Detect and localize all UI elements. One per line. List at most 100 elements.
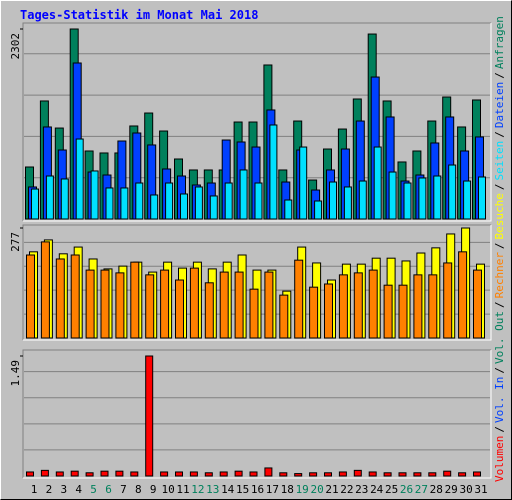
bar xyxy=(403,182,412,220)
bar xyxy=(299,146,308,220)
bar xyxy=(120,187,129,220)
bar xyxy=(458,251,468,339)
bar xyxy=(448,164,457,220)
bar xyxy=(145,274,155,339)
bar xyxy=(224,182,233,220)
bar xyxy=(70,470,79,477)
bar xyxy=(189,471,198,477)
bar xyxy=(388,171,397,220)
bar xyxy=(309,286,319,339)
bar xyxy=(428,472,437,477)
bar xyxy=(145,355,154,477)
bar xyxy=(458,472,467,477)
bar xyxy=(85,472,94,477)
bar xyxy=(100,269,110,339)
bevel xyxy=(22,224,491,340)
bar xyxy=(254,182,263,220)
bar xyxy=(55,258,65,339)
x-tick-label: 6 xyxy=(105,483,112,496)
y-tick-label: 1.49 xyxy=(9,360,22,387)
legend-entry: Volumen xyxy=(493,436,506,482)
side-legend: Volumen / Vol. In / Vol. Out / Rechner / Besuche… xyxy=(493,16,506,482)
bevel xyxy=(22,349,491,478)
legend-separator: / xyxy=(493,72,506,79)
bar xyxy=(338,471,347,477)
bar xyxy=(130,471,139,477)
bar xyxy=(463,180,472,220)
bar xyxy=(309,472,318,477)
bar xyxy=(219,471,228,477)
bar xyxy=(443,470,452,477)
bar xyxy=(175,471,183,477)
bar xyxy=(75,138,84,220)
bevel xyxy=(23,225,492,341)
x-tick-label: 21 xyxy=(325,483,338,496)
bar xyxy=(353,469,362,477)
bar xyxy=(239,169,248,220)
x-tick-label: 11 xyxy=(176,483,189,496)
bar xyxy=(115,470,124,477)
bar xyxy=(234,271,244,339)
x-tick-label: 5 xyxy=(90,483,97,496)
x-tick-label: 7 xyxy=(120,483,127,496)
bar xyxy=(324,472,332,477)
x-tick-label: 18 xyxy=(281,483,294,496)
bar xyxy=(324,283,333,339)
bar xyxy=(269,124,278,220)
bar xyxy=(373,146,382,220)
legend-entry: Rechner xyxy=(493,252,506,299)
legend-entry: Besuche xyxy=(493,193,506,239)
bar xyxy=(314,200,323,220)
bar xyxy=(40,241,50,339)
bar xyxy=(209,195,218,220)
bar xyxy=(353,272,363,339)
bar xyxy=(150,194,159,220)
x-tick-label: 20 xyxy=(310,483,323,496)
x-tick-label: 28 xyxy=(430,483,443,496)
x-tick-label: 3 xyxy=(60,483,67,496)
bar xyxy=(249,471,258,477)
bar xyxy=(85,269,95,339)
bar xyxy=(180,193,188,220)
bar xyxy=(473,471,481,477)
bar xyxy=(26,254,35,339)
bar xyxy=(294,259,304,339)
bar xyxy=(130,261,140,339)
y-tick-label: 277 xyxy=(9,232,22,252)
x-tick-label: 29 xyxy=(445,483,458,496)
bar xyxy=(368,471,377,477)
x-tick-label: 12 xyxy=(191,483,204,496)
x-tick-label: 10 xyxy=(161,483,174,496)
bar xyxy=(418,177,427,220)
legend-entry: Vol. In xyxy=(493,377,506,423)
bar xyxy=(90,170,99,220)
legend-entry: Vol. Out xyxy=(493,311,506,364)
x-tick-label: 24 xyxy=(370,483,384,496)
bevel xyxy=(22,22,491,221)
x-tick-label: 19 xyxy=(296,483,309,496)
legend-separator: / xyxy=(493,426,506,433)
bar xyxy=(368,269,378,339)
x-tick-label: 14 xyxy=(221,483,235,496)
legend-separator: / xyxy=(493,131,506,138)
bar xyxy=(428,274,438,339)
bevel xyxy=(23,350,492,479)
x-tick-label: 4 xyxy=(75,483,82,496)
bar xyxy=(329,181,337,220)
x-tick-label: 1 xyxy=(31,483,38,496)
legend-separator: / xyxy=(493,367,506,374)
bar xyxy=(433,175,442,220)
bar xyxy=(413,274,423,339)
legend-entry: Dateien xyxy=(493,82,506,128)
bar xyxy=(165,182,174,220)
legend-separator: / xyxy=(493,242,506,249)
bar xyxy=(398,284,408,339)
x-tick-label: 22 xyxy=(340,483,353,496)
bar xyxy=(264,467,273,477)
legend-separator: / xyxy=(493,301,506,308)
x-tick-label: 23 xyxy=(355,483,368,496)
bar xyxy=(204,282,214,339)
bar xyxy=(294,473,303,477)
bar xyxy=(135,182,144,220)
